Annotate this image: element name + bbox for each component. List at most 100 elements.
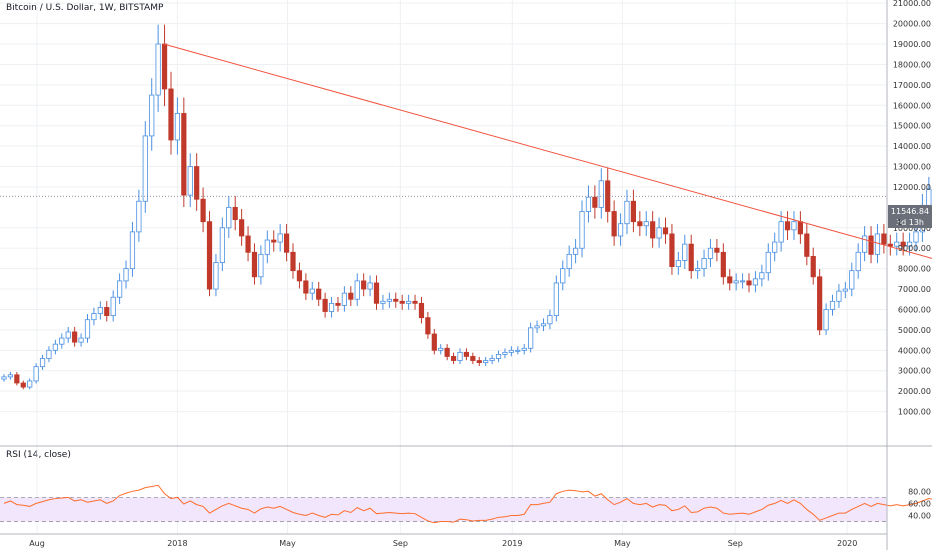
candle-body	[784, 221, 791, 231]
candle-body	[560, 268, 566, 284]
candle-body	[187, 166, 193, 196]
candle-body	[59, 337, 65, 345]
candle-body	[27, 380, 33, 388]
candle-body	[630, 200, 637, 223]
candle-body	[894, 241, 900, 247]
y-tick-label: 12000.00	[893, 183, 931, 192]
candle-body	[598, 180, 604, 208]
candle-body	[746, 280, 752, 286]
candle-body	[142, 135, 148, 202]
candle-body	[239, 219, 245, 237]
candle-body	[566, 253, 572, 270]
candle-body	[881, 233, 887, 245]
candle-body	[553, 282, 559, 317]
rsi-tick-label: 40.00	[908, 512, 931, 521]
candle-body	[733, 280, 739, 284]
candle-body	[104, 307, 110, 317]
candle-body	[161, 43, 168, 90]
candle-body	[219, 227, 225, 263]
rsi-line	[3, 484, 932, 524]
candle-body	[194, 166, 200, 200]
y-tick-label: 18000.00	[893, 60, 931, 69]
y-tick-label: 5000.00	[898, 326, 931, 335]
candle-body	[495, 354, 502, 359]
candle-body	[759, 272, 765, 280]
candle-body	[579, 211, 585, 249]
x-tick-label: Sep	[393, 539, 408, 548]
candle-body	[540, 323, 547, 327]
x-tick-label: 2020	[837, 539, 857, 548]
y-tick-label: 9000.00	[898, 244, 931, 253]
candle-body	[129, 231, 136, 270]
candle-body	[489, 358, 495, 361]
candle-body	[52, 343, 58, 351]
candle-body	[322, 298, 328, 312]
candle-body	[418, 302, 425, 319]
candle-body	[335, 302, 341, 306]
rsi-band	[0, 497, 887, 522]
candle-body	[874, 233, 881, 255]
candle-body	[662, 227, 669, 235]
candle-body	[271, 239, 277, 243]
y-tick-label: 19000.00	[893, 40, 931, 49]
y-tick-label: 8000.00	[898, 265, 931, 274]
candle-body	[675, 260, 681, 267]
candle-body	[399, 300, 405, 304]
candle-body	[656, 227, 662, 239]
candle-body	[810, 255, 816, 278]
candle-body	[900, 241, 906, 247]
candle-body	[817, 276, 823, 331]
candle-body	[720, 251, 726, 278]
x-tick-label: May	[279, 539, 296, 548]
candle-body	[450, 356, 457, 361]
candle-body	[367, 282, 373, 290]
candle-body	[438, 347, 444, 351]
y-tick-label: 2000.00	[898, 387, 931, 396]
candle-body	[585, 196, 592, 212]
countdown-text: 3d 13h	[896, 218, 924, 227]
candle-body	[174, 113, 181, 141]
candle-body	[913, 231, 919, 243]
rsi-title: RSI (14, close)	[6, 450, 71, 460]
candle-body	[296, 270, 303, 282]
axes: Aug2018MaySep2019MaySep2020MaySep2021May…	[29, 0, 931, 548]
rsi-layer	[0, 484, 932, 524]
candle-body	[309, 288, 315, 294]
candle-body	[149, 94, 155, 137]
candle-body	[136, 200, 142, 233]
candle-body	[669, 233, 675, 267]
candle-body	[476, 360, 482, 363]
candle-body	[592, 196, 598, 208]
x-tick-label: May	[614, 539, 631, 548]
candle-body	[84, 319, 91, 339]
candle-body	[78, 337, 84, 343]
candle-body	[457, 351, 463, 361]
y-tick-label: 13000.00	[893, 163, 931, 172]
candle-body	[643, 221, 649, 227]
candle-body	[650, 221, 656, 239]
candle-body	[283, 233, 290, 253]
candle-body	[39, 358, 46, 368]
candle-body	[290, 251, 296, 272]
candle-body	[72, 331, 78, 343]
candle-body	[444, 347, 450, 357]
candle-body	[682, 243, 688, 261]
candle-body	[7, 374, 14, 378]
candle-body	[547, 315, 553, 325]
candle-body	[836, 290, 842, 302]
candle-body	[393, 298, 399, 302]
candle-body	[258, 253, 264, 278]
candle-body	[637, 221, 643, 227]
candle-body	[791, 221, 797, 231]
candle-body	[483, 360, 489, 363]
candle-body	[707, 247, 714, 259]
y-tick-label: 15000.00	[893, 122, 931, 131]
candle-body	[181, 113, 187, 196]
grid	[0, 0, 887, 534]
candle-body	[14, 374, 20, 384]
x-tick-label: 2019	[502, 539, 522, 548]
candle-body	[341, 292, 347, 306]
candle-body	[470, 356, 476, 361]
x-tick-label: 2018	[167, 539, 187, 548]
